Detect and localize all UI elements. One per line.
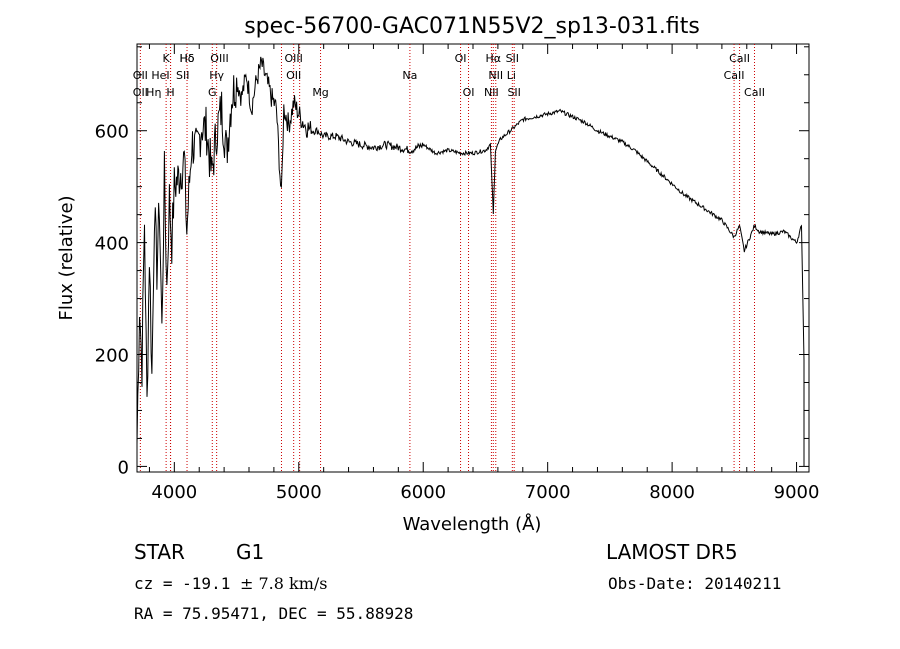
- y-tick-label-3: 600: [95, 122, 129, 143]
- spectrum-line: [136, 56, 805, 467]
- cz-value: cz = -19.1: [134, 574, 231, 593]
- line-label-2: Hδ: [180, 52, 195, 65]
- line-label-4: OIII: [284, 52, 302, 65]
- survey-name: LAMOST DR5: [606, 540, 738, 564]
- line-label-16: Li: [507, 69, 516, 82]
- x-tick-label-5: 9000: [774, 482, 820, 503]
- y-tick-label-2: 400: [95, 234, 129, 255]
- y-tick-label-1: 200: [95, 346, 129, 367]
- line-label-21: G: [208, 86, 217, 99]
- line-label-9: OII: [133, 69, 148, 82]
- line-label-19: Hη: [146, 86, 161, 99]
- y-axis-label: Flux (relative): [56, 195, 77, 320]
- line-label-0: Hδ: [180, 52, 195, 65]
- line-label-17: CaII: [724, 69, 745, 82]
- line-label-18: OII: [133, 86, 148, 99]
- x-axis-ticks: 4000 5000 6000 7000 8000 9000: [148, 44, 820, 503]
- object-class: STAR: [134, 540, 185, 564]
- line-label-12: Hγ: [209, 69, 224, 82]
- line-label-10: HeI: [151, 69, 169, 82]
- x-tick-label-1: 5000: [276, 482, 322, 503]
- line-label-25: SII: [507, 86, 520, 99]
- line-label-24: NII: [484, 86, 499, 99]
- line-label-14: Na: [402, 69, 417, 82]
- observation-date: Obs-Date: 20140211: [608, 574, 782, 593]
- redshift-cz: cz = -19.1 ± 7.8 km/s: [134, 574, 327, 593]
- y-axis-ticks: 0 200 400 600: [95, 46, 809, 478]
- line-label-23: OI: [463, 86, 475, 99]
- line-label-15: NII: [488, 69, 503, 82]
- line-label-7: SII: [506, 52, 519, 65]
- line-label-5: OI: [455, 52, 467, 65]
- line-label-6: Hα: [486, 52, 502, 65]
- plot-frame: [136, 43, 810, 473]
- x-tick-label-2: 6000: [400, 482, 446, 503]
- line-label-22: Mg: [312, 86, 328, 99]
- line-label-20: H: [166, 86, 174, 99]
- x-axis-label: Wavelength (Å): [403, 513, 542, 535]
- line-label-1: K: [163, 52, 171, 65]
- cz-uncertainty: ± 7.8 km/s: [239, 574, 328, 593]
- line-label-26: CaII: [744, 86, 765, 99]
- y-tick-label-0: 0: [118, 457, 129, 478]
- line-label-8: CaII: [729, 52, 750, 65]
- line-label-13: OII: [286, 69, 301, 82]
- line-label-3: OIII: [210, 52, 228, 65]
- x-tick-label-3: 7000: [525, 482, 571, 503]
- line-label-11: SII: [176, 69, 189, 82]
- coordinates: RA = 75.95471, DEC = 55.88928: [134, 604, 414, 623]
- x-tick-label-4: 8000: [649, 482, 695, 503]
- x-tick-label-0: 4000: [151, 482, 197, 503]
- object-subclass: G1: [236, 540, 265, 564]
- chart-title: spec-56700-GAC071N55V2_sp13-031.fits: [244, 14, 700, 39]
